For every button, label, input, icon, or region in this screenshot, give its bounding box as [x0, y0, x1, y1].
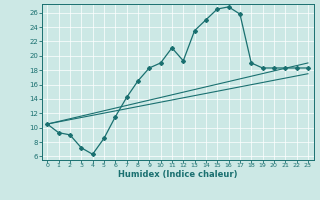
X-axis label: Humidex (Indice chaleur): Humidex (Indice chaleur) — [118, 170, 237, 179]
